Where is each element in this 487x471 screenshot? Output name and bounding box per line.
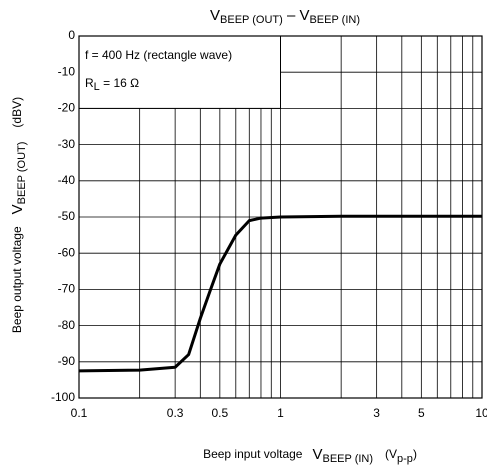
y-tick-label: -70 bbox=[58, 282, 76, 296]
y-tick-label: -80 bbox=[58, 318, 76, 332]
x-tick-label: 1 bbox=[277, 406, 284, 420]
x-axis-label: Beep input voltage VBEEP (IN) (Vp-p) bbox=[203, 446, 417, 465]
x-tick-label: 10 bbox=[475, 406, 487, 420]
y-tick-label: -20 bbox=[58, 101, 76, 115]
annotation: RL = 16 Ω bbox=[85, 76, 139, 93]
series-line bbox=[78, 214, 482, 373]
y-tick-label: -60 bbox=[58, 245, 76, 259]
x-tick-label: 5 bbox=[418, 406, 425, 420]
annotation-part: R bbox=[85, 76, 94, 90]
y-tick-label: -30 bbox=[58, 137, 76, 151]
y-tick-label: -50 bbox=[58, 209, 76, 223]
x-tick-label: 3 bbox=[373, 406, 380, 420]
y-tick-label: 0 bbox=[68, 28, 75, 42]
y-tick-label: -90 bbox=[58, 354, 76, 368]
x-tick-label: 0.3 bbox=[167, 406, 184, 420]
y-tick-label: -40 bbox=[58, 173, 76, 187]
annotation: f = 400 Hz (rectangle wave) bbox=[85, 48, 232, 62]
x-tick-label: 0.5 bbox=[211, 406, 228, 420]
y-tick-label: -100 bbox=[51, 390, 75, 404]
y-tick-label: -10 bbox=[58, 64, 76, 78]
chart-title: VBEEP (OUT) – VBEEP (IN) bbox=[210, 7, 360, 26]
y-axis-label: Beep output voltageVBEEP (OUT)(dBV) bbox=[9, 97, 28, 333]
x-tick-label: 0.1 bbox=[71, 406, 88, 420]
annotation-box bbox=[78, 35, 281, 109]
annotation-part: = 16 Ω bbox=[100, 76, 139, 90]
annotation-part: L bbox=[94, 81, 100, 93]
